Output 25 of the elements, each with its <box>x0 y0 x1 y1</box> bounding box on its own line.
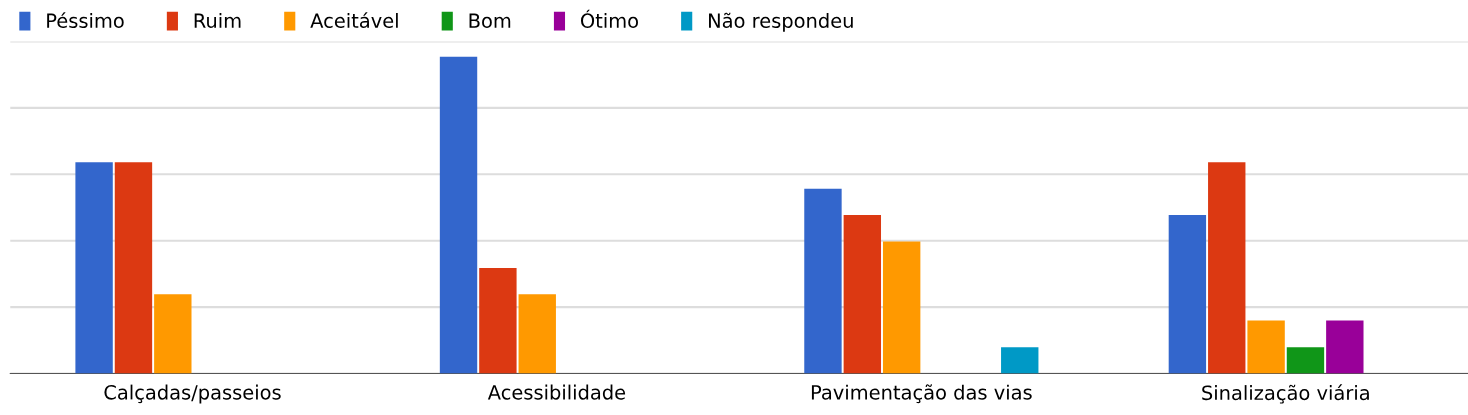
bar <box>114 162 153 374</box>
bar <box>154 294 192 374</box>
bar <box>75 162 113 374</box>
bar <box>479 268 517 374</box>
bar <box>1001 347 1039 374</box>
x-tick-label: Pavimentação das vias <box>811 384 1032 404</box>
bar <box>1168 215 1207 374</box>
legend-label: Ótimo <box>580 9 638 29</box>
legend-label: Não respondeu <box>709 12 853 32</box>
bar <box>439 56 478 374</box>
bar <box>518 294 556 374</box>
x-tick-label: Sinalização viária <box>1202 384 1369 404</box>
x-tick-label: Calçadas/passeios <box>104 384 281 404</box>
bar <box>1208 162 1246 374</box>
legend-label: Bom <box>469 13 511 29</box>
bar <box>843 215 882 374</box>
legend-label: Ruim <box>194 12 241 29</box>
bar <box>882 241 921 374</box>
legend-label: Aceitável <box>310 12 398 29</box>
bar <box>1247 320 1285 374</box>
legend-label: Péssimo <box>47 12 124 29</box>
bar <box>804 188 842 374</box>
x-tick-label: Acessibilidade <box>487 384 626 400</box>
bar <box>1286 347 1325 374</box>
bar <box>1326 320 1364 374</box>
